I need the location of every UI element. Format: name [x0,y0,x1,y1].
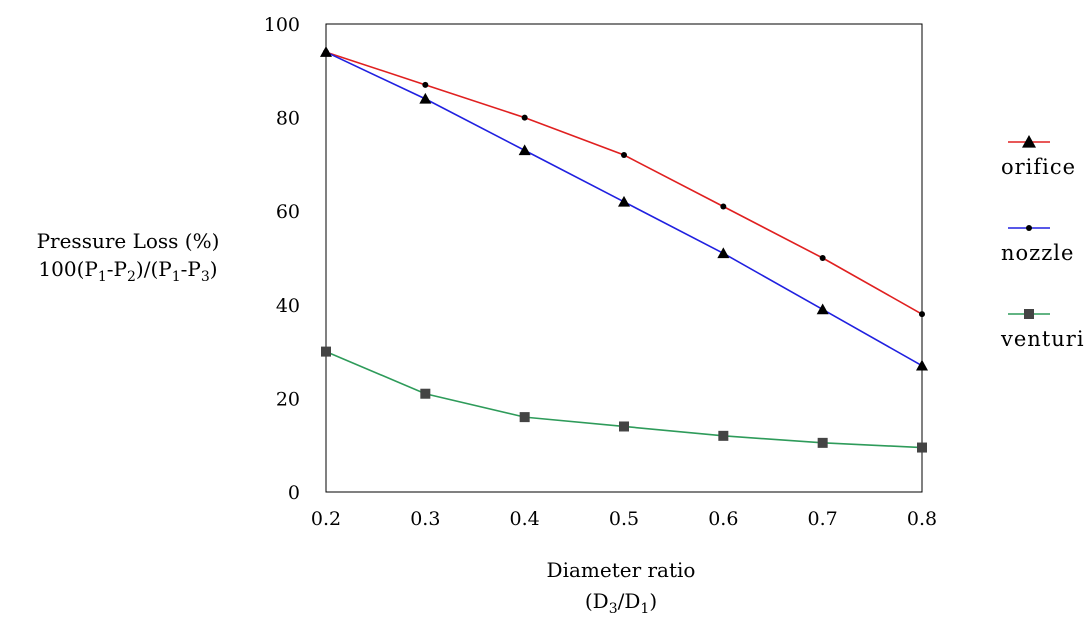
point-venturi-0.6 [718,430,729,441]
series-layer [320,46,928,453]
legend-marker-orifice [1022,135,1036,148]
x-tick-0.7: 0.7 [808,508,838,530]
point-venturi-0.2 [321,346,331,357]
point-orifice-0.7 [819,255,826,261]
point-venturi-0.5 [619,421,629,432]
y-tick-80: 80 [276,108,300,130]
y-tick-0: 0 [288,482,300,504]
point-nozzle-0.4 [518,144,531,156]
y-axis-title-line2: 100(P1-P2)/(P1-P3) [38,257,217,285]
point-venturi-0.4 [519,412,530,423]
legend-label-venturi: venturi [1000,327,1085,351]
x-tick-0.5: 0.5 [609,508,639,530]
point-nozzle-0.8 [916,359,928,371]
x-tick-0.3: 0.3 [410,508,440,530]
point-orifice-0.4 [521,114,528,121]
point-nozzle-0.3 [419,92,432,104]
point-orifice-0.8 [919,311,925,318]
y-tick-100: 100 [264,14,300,36]
legend-label-orifice: orifice [1001,155,1076,179]
y-tick-60: 60 [276,201,300,223]
point-nozzle-0.2 [320,46,332,57]
point-nozzle-0.7 [816,303,829,315]
point-venturi-0.7 [817,437,828,448]
point-nozzle-0.6 [717,247,730,259]
y-tick-labels: 0 20 40 60 80 100 [264,14,300,504]
x-tick-0.2: 0.2 [311,508,341,530]
y-axis-title-line1: Pressure Loss (%) [37,229,220,253]
x-tick-0.4: 0.4 [510,508,540,530]
legend-label-nozzle: nozzle [1001,241,1074,265]
point-orifice-0.3 [422,81,429,88]
x-tick-labels: 0.2 0.3 0.4 0.5 0.6 0.7 0.8 [311,508,937,530]
x-tick-0.8: 0.8 [907,508,937,530]
legend-marker-venturi [1024,309,1034,319]
x-axis-title-ratio: (D3/D1) [585,589,657,617]
x-axis-title: Diameter ratio [547,558,696,582]
point-venturi-0.3 [420,388,431,399]
point-orifice-0.5 [621,152,627,159]
point-orifice-0.6 [720,203,727,210]
legend: orifice nozzle venturi [1000,135,1085,351]
y-tick-40: 40 [276,295,300,317]
x-tick-0.6: 0.6 [708,508,738,530]
point-nozzle-0.5 [618,195,630,207]
legend-marker-nozzle [1026,225,1032,231]
y-tick-20: 20 [276,388,300,410]
point-venturi-0.8 [917,442,927,453]
